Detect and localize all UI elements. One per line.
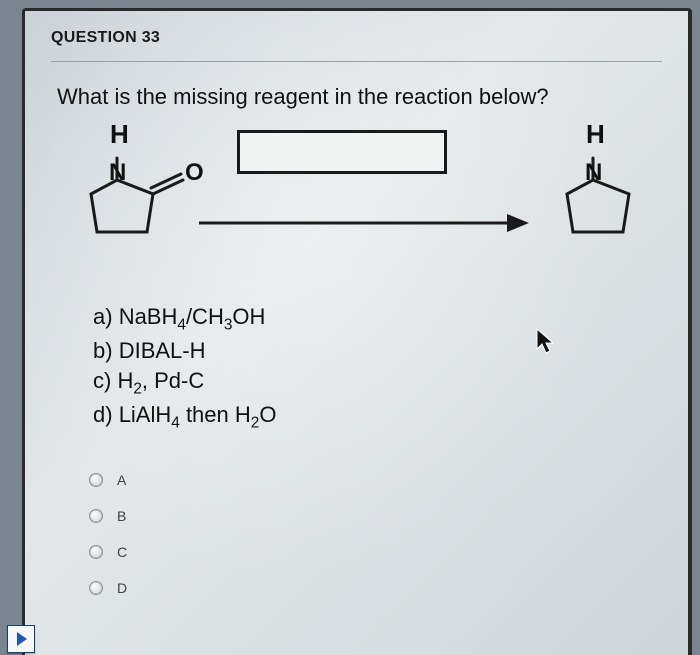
t: DIBAL-H — [119, 338, 206, 363]
divider — [51, 61, 662, 62]
answer-radio-group: A B C D — [89, 462, 662, 606]
screen-frame: QUESTION 33 What is the missing reagent … — [22, 8, 692, 655]
cursor-icon — [535, 327, 557, 355]
play-button[interactable] — [7, 625, 35, 653]
question-page: QUESTION 33 What is the missing reagent … — [25, 11, 688, 655]
option-d-text: d) LiAlH4 then H2O — [93, 400, 662, 434]
t: 4 — [177, 316, 186, 333]
t: O — [259, 402, 276, 427]
radio-icon[interactable] — [89, 581, 103, 595]
opt-d-prefix: d) — [93, 402, 119, 427]
options-list: a) NaBH4/CH3OH b) DIBAL-H c) H2, Pd-C d)… — [93, 302, 662, 434]
t: 4 — [171, 414, 180, 431]
t: LiAlH — [119, 402, 172, 427]
opt-a-prefix: a) — [93, 304, 119, 329]
radio-icon[interactable] — [89, 509, 103, 523]
t: NaBH — [119, 304, 178, 329]
t: , Pd-C — [142, 368, 204, 393]
option-a-text: a) NaBH4/CH3OH — [93, 302, 662, 336]
question-prompt: What is the missing reagent in the react… — [57, 84, 662, 110]
opt-b-prefix: b) — [93, 338, 119, 363]
radio-label: A — [117, 472, 126, 488]
radio-label: B — [117, 508, 126, 524]
radio-option-a[interactable]: A — [89, 462, 662, 498]
label-n: N — [109, 159, 126, 186]
radio-label: C — [117, 544, 127, 560]
label-n: N — [585, 159, 602, 186]
label-h: H — [586, 120, 605, 149]
t: H — [117, 368, 133, 393]
radio-icon[interactable] — [89, 545, 103, 559]
opt-c-prefix: c) — [93, 368, 117, 393]
t: then H — [180, 402, 251, 427]
play-icon — [17, 632, 27, 646]
t: OH — [232, 304, 265, 329]
label-o: O — [185, 159, 204, 186]
question-number: QUESTION 33 — [51, 29, 662, 47]
reagent-blank-box[interactable] — [237, 130, 447, 174]
radio-option-b[interactable]: B — [89, 498, 662, 534]
reaction-diagram: H N O H N — [57, 124, 656, 284]
label-h: H — [110, 120, 129, 149]
t: 2 — [133, 380, 142, 397]
radio-option-c[interactable]: C — [89, 534, 662, 570]
radio-icon[interactable] — [89, 473, 103, 487]
molecule-reactant: H N O — [67, 120, 207, 270]
radio-option-d[interactable]: D — [89, 570, 662, 606]
option-c-text: c) H2, Pd-C — [93, 366, 662, 400]
reaction-arrow — [199, 208, 529, 238]
t: /CH — [186, 304, 224, 329]
molecule-product: H N — [537, 120, 657, 270]
option-b-text: b) DIBAL-H — [93, 336, 662, 366]
radio-label: D — [117, 580, 127, 596]
